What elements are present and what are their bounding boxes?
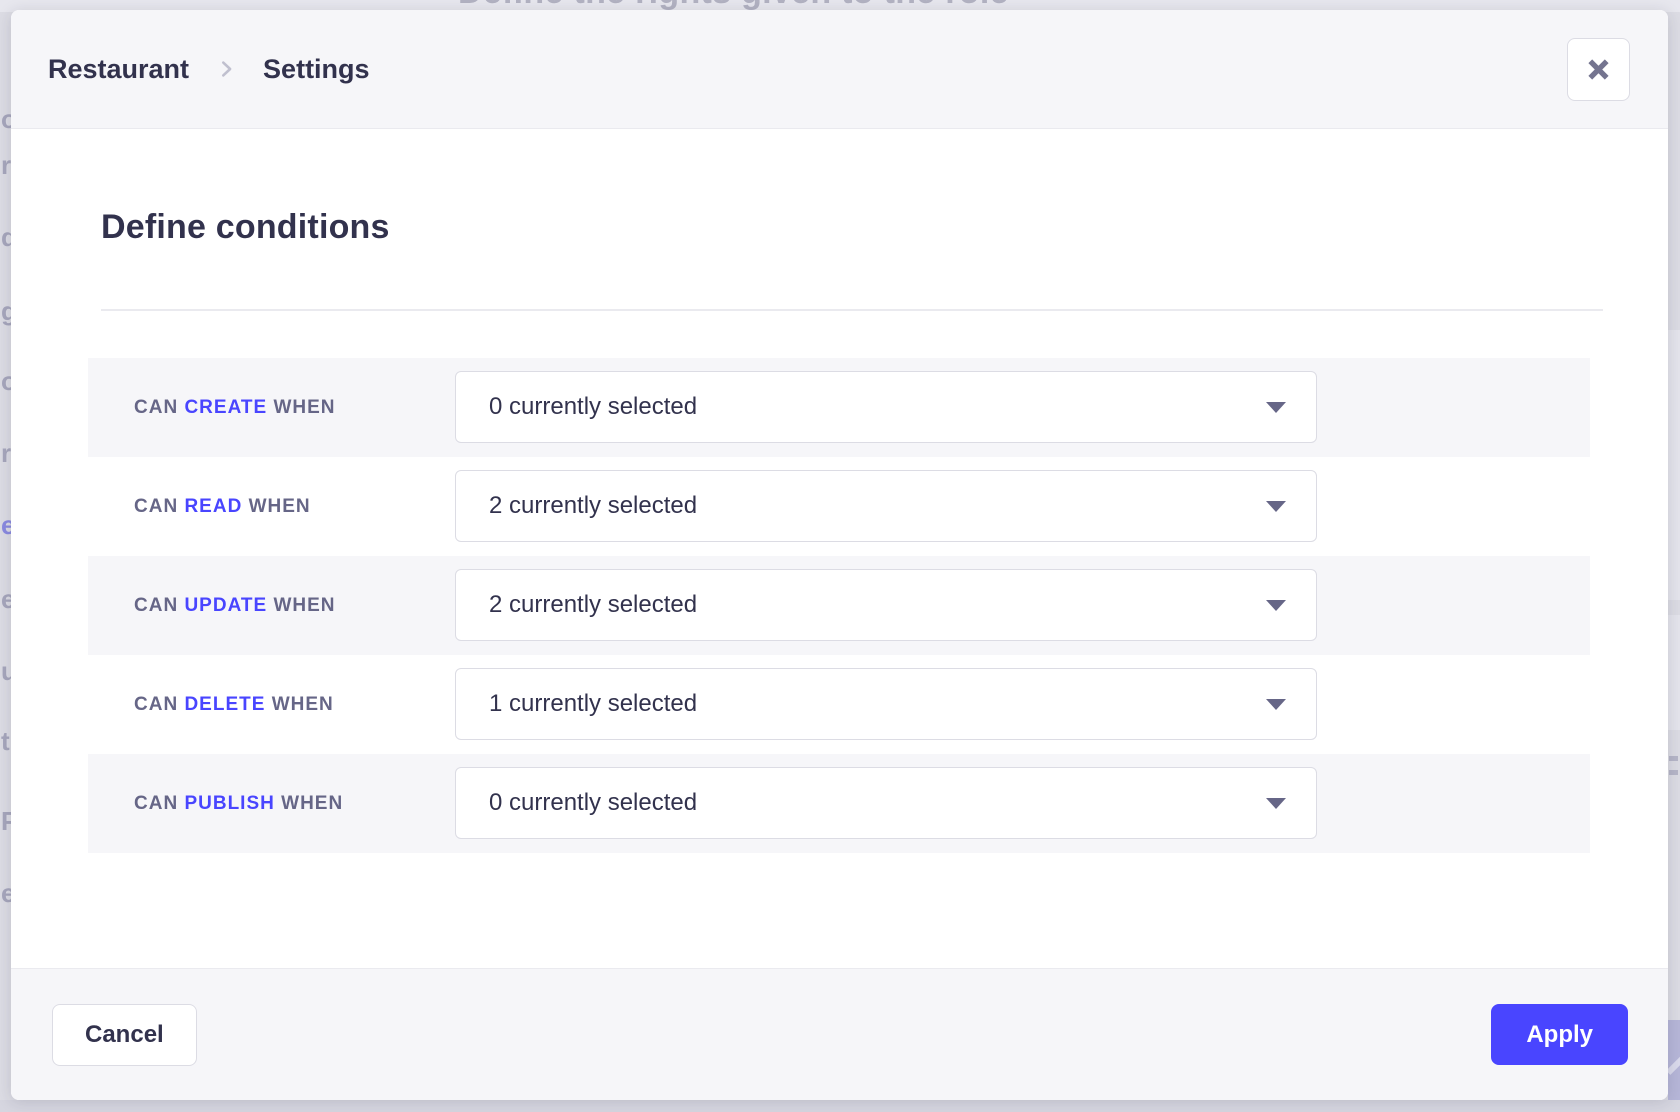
cancel-button[interactable]: Cancel	[52, 1003, 197, 1066]
close-button[interactable]	[1567, 37, 1630, 101]
chevron-down-icon	[1266, 500, 1286, 512]
label-prefix: CAN	[134, 594, 179, 616]
modal-footer: Cancel Apply	[11, 968, 1668, 1100]
backdrop-text-fragment: r	[1, 438, 12, 468]
conditions-list: CAN CREATE WHEN 0 currently selected CAN…	[88, 358, 1590, 853]
select-value: 1 currently selected	[489, 690, 698, 717]
backdrop-top-strip: Define the rights given to the role	[0, 0, 1680, 12]
label-action: PUBLISH	[184, 792, 275, 814]
apply-button[interactable]: Apply	[1491, 1004, 1628, 1065]
chevron-down-icon	[1266, 599, 1286, 611]
breadcrumb: Restaurant Settings	[48, 54, 370, 85]
breadcrumb-item-settings: Settings	[263, 53, 370, 84]
chevron-right-icon	[215, 58, 237, 80]
page-title: Define conditions	[101, 208, 390, 246]
backdrop-right-fragment	[1669, 770, 1678, 775]
condition-row-read: CAN READ WHEN 2 currently selected	[88, 457, 1590, 556]
label-suffix: WHEN	[273, 594, 336, 616]
label-prefix: CAN	[134, 792, 179, 814]
backdrop-right-fragment	[1669, 756, 1678, 761]
select-value: 0 currently selected	[489, 393, 698, 420]
conditions-modal: Restaurant Settings Define conditions CA…	[11, 10, 1668, 1100]
backdrop-right-band	[1668, 330, 1680, 600]
condition-row-publish: CAN PUBLISH WHEN 0 currently selected	[88, 754, 1590, 853]
background-page-heading: Define the rights given to the role	[458, 0, 1009, 12]
condition-row-delete: CAN DELETE WHEN 1 currently selected	[88, 655, 1590, 754]
can-create-when-select[interactable]: 0 currently selected	[455, 371, 1317, 443]
can-update-when-select[interactable]: 2 currently selected	[455, 569, 1317, 641]
label-action: UPDATE	[184, 594, 268, 616]
condition-row-label: CAN DELETE WHEN	[88, 694, 455, 716]
breadcrumb-item-restaurant: Restaurant	[48, 53, 190, 84]
select-value: 0 currently selected	[489, 789, 698, 816]
condition-row-update: CAN UPDATE WHEN 2 currently selected	[88, 556, 1590, 655]
title-divider	[101, 309, 1603, 311]
label-suffix: WHEN	[273, 396, 336, 418]
backdrop-text-fragment: r	[1, 150, 12, 180]
can-publish-when-select[interactable]: 0 currently selected	[455, 767, 1317, 839]
can-delete-when-select[interactable]: 1 currently selected	[455, 668, 1317, 740]
label-prefix: CAN	[134, 396, 179, 418]
select-value: 2 currently selected	[489, 591, 698, 618]
label-prefix: CAN	[134, 693, 179, 715]
backdrop-right-band	[1668, 615, 1680, 730]
chevron-down-icon	[1266, 698, 1286, 710]
label-action: DELETE	[184, 693, 266, 715]
condition-row-label: CAN PUBLISH WHEN	[88, 793, 455, 815]
label-action: READ	[184, 495, 243, 517]
modal-header: Restaurant Settings	[11, 10, 1668, 129]
condition-row-label: CAN CREATE WHEN	[88, 397, 455, 419]
can-read-when-select[interactable]: 2 currently selected	[455, 470, 1317, 542]
label-suffix: WHEN	[248, 495, 311, 517]
chevron-down-icon	[1266, 797, 1286, 809]
label-suffix: WHEN	[281, 792, 344, 814]
backdrop-right-lavender-block	[1668, 1020, 1680, 1100]
condition-row-label: CAN UPDATE WHEN	[88, 595, 455, 617]
condition-row-label: CAN READ WHEN	[88, 496, 455, 518]
close-icon	[1584, 55, 1613, 84]
select-value: 2 currently selected	[489, 492, 698, 519]
chevron-down-icon	[1266, 401, 1286, 413]
backdrop-diagonal-fragment	[1668, 1055, 1680, 1075]
label-action: CREATE	[184, 396, 268, 418]
label-prefix: CAN	[134, 495, 179, 517]
label-suffix: WHEN	[271, 693, 334, 715]
backdrop-bottom-strip	[0, 1100, 1680, 1112]
condition-row-create: CAN CREATE WHEN 0 currently selected	[88, 358, 1590, 457]
